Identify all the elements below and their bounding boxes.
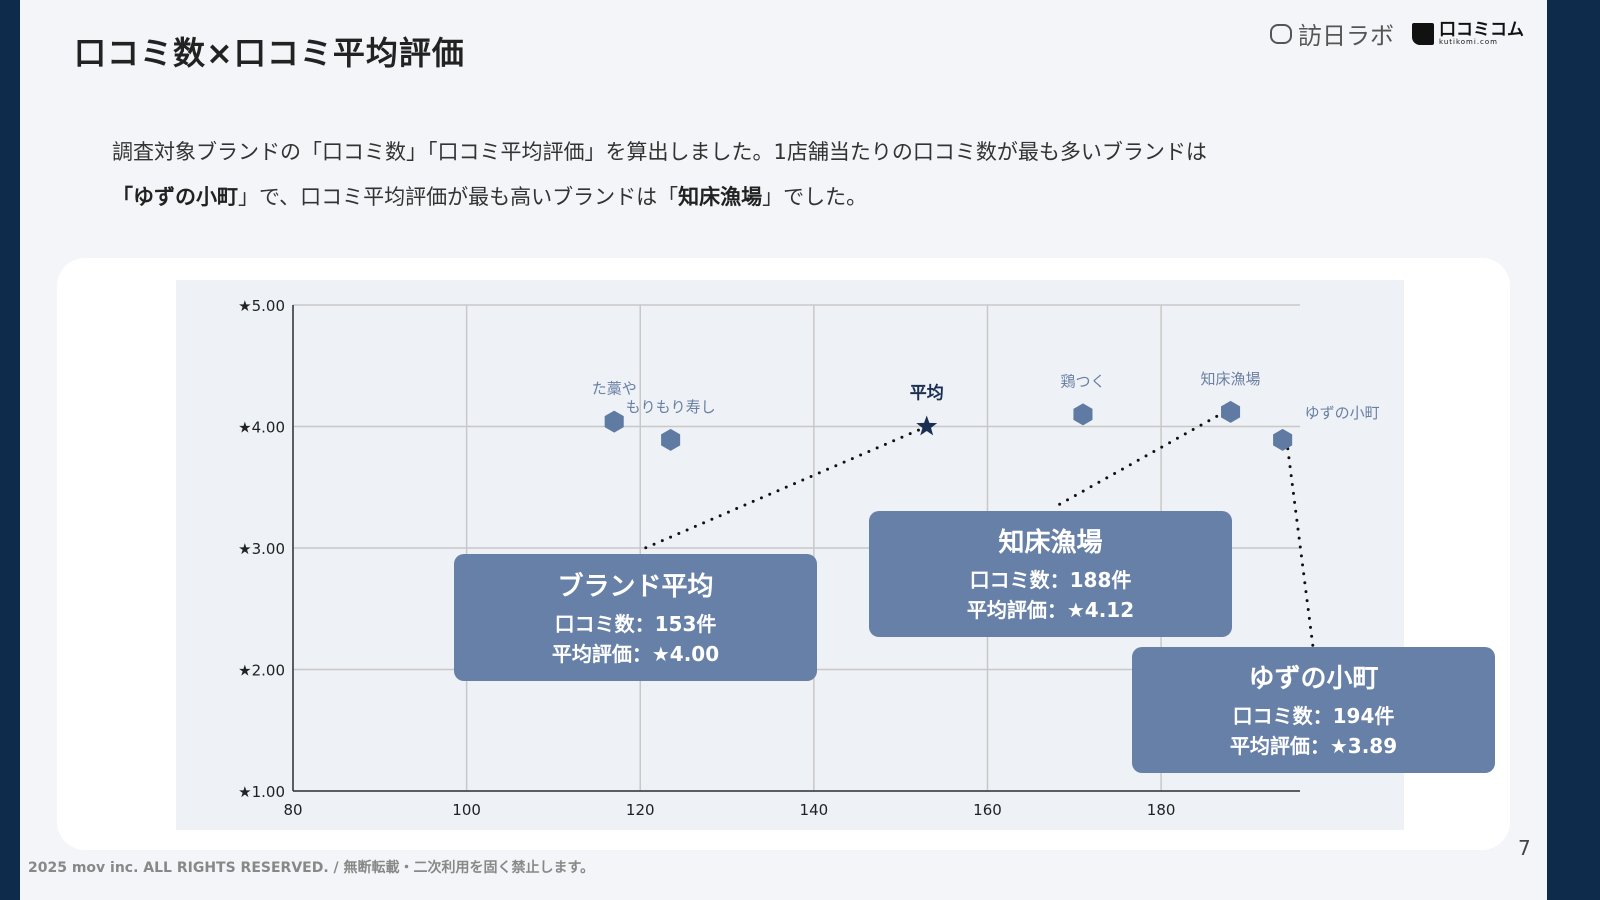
average-star-marker xyxy=(916,415,938,436)
hexagon-marker xyxy=(661,428,681,451)
x-tick-label: 160 xyxy=(973,801,1002,819)
copyright-footer: 2025 mov inc. ALL RIGHTS RESERVED. / 無断転… xyxy=(28,860,595,876)
callout-brand-average: ブランド平均 口コミ数：153件 平均評価：★4.00 xyxy=(454,554,817,681)
x-tick-label: 120 xyxy=(626,801,655,819)
x-tick-label: 140 xyxy=(800,801,829,819)
hexagon-marker xyxy=(1273,428,1293,451)
highlight-brand: 知床漁場 xyxy=(678,185,763,209)
leader-line xyxy=(1051,410,1227,510)
speech-bubble-icon xyxy=(1412,22,1434,45)
page-number: 7 xyxy=(1518,836,1531,860)
x-tick-label: 80 xyxy=(283,801,302,819)
logo-subtext: kutikomi.com xyxy=(1439,37,1498,46)
logo-text: 口コミコム xyxy=(1439,19,1524,40)
callout-rating: 平均評価：★4.00 xyxy=(551,642,720,666)
x-tick-label: 100 xyxy=(452,801,481,819)
y-tick-label: ★3.00 xyxy=(238,540,285,558)
kutikomi-logo: 口コミコム kutikomi.com xyxy=(1412,19,1524,46)
callout-title: ゆずの小町 xyxy=(1248,664,1379,694)
callout-title: 知床漁場 xyxy=(998,528,1103,558)
leader-line xyxy=(1285,438,1315,649)
bracket: 「 xyxy=(112,185,133,209)
y-tick-label: ★4.00 xyxy=(238,419,285,437)
text: 」でした。 xyxy=(762,185,868,209)
page-title: 口コミ数×口コミ平均評価 xyxy=(74,34,465,72)
callout-count: 口コミ数：188件 xyxy=(969,568,1132,592)
point-label: 平均 xyxy=(910,383,944,404)
point-label: ゆずの小町 xyxy=(1305,404,1380,422)
x-tick-label: 180 xyxy=(1147,801,1176,819)
hexagon-marker xyxy=(1073,403,1093,426)
logo-mark-icon xyxy=(1270,23,1292,44)
logo-text: 訪日ラボ xyxy=(1298,22,1394,50)
callout-rating: 平均評価：★3.89 xyxy=(1229,734,1398,758)
point-label: もりもり寿し xyxy=(626,398,716,416)
hexagon-marker xyxy=(604,410,624,433)
callout-count: 口コミ数：194件 xyxy=(1232,704,1395,728)
logos: 訪日ラボ 口コミコム kutikomi.com xyxy=(1270,16,1524,51)
callout-rating: 平均評価：★4.12 xyxy=(966,598,1135,622)
y-tick-label: ★1.00 xyxy=(238,783,285,801)
description-line-2: 「ゆずの小町」で、口コミ平均評価が最も高いブランドは「知床漁場」でした。 xyxy=(112,175,1512,220)
callout-yuzu: ゆずの小町 口コミ数：194件 平均評価：★3.89 xyxy=(1132,647,1495,773)
honichi-lab-logo: 訪日ラボ xyxy=(1270,16,1394,51)
point-label: 鶏つく xyxy=(1060,372,1105,390)
point-label: 知床漁場 xyxy=(1201,370,1261,388)
y-tick-label: ★2.00 xyxy=(238,662,285,680)
y-tick-label: ★5.00 xyxy=(238,297,285,315)
callout-count: 口コミ数：153件 xyxy=(554,612,717,636)
description: 調査対象ブランドの「口コミ数」「口コミ平均評価」を算出しました。1店舗当たりの口… xyxy=(112,130,1512,220)
hexagon-marker xyxy=(1221,400,1241,423)
callout-shiretoko: 知床漁場 口コミ数：188件 平均評価：★4.12 xyxy=(869,511,1232,637)
point-label: た藁や xyxy=(592,380,637,398)
text: 」で、口コミ平均評価が最も高いブランドは「 xyxy=(238,185,679,209)
callout-title: ブランド平均 xyxy=(557,572,714,602)
highlight-brand: ゆずの小町 xyxy=(133,185,238,209)
description-line-1: 調査対象ブランドの「口コミ数」「口コミ平均評価」を算出しました。1店舗当たりの口… xyxy=(112,140,1207,164)
